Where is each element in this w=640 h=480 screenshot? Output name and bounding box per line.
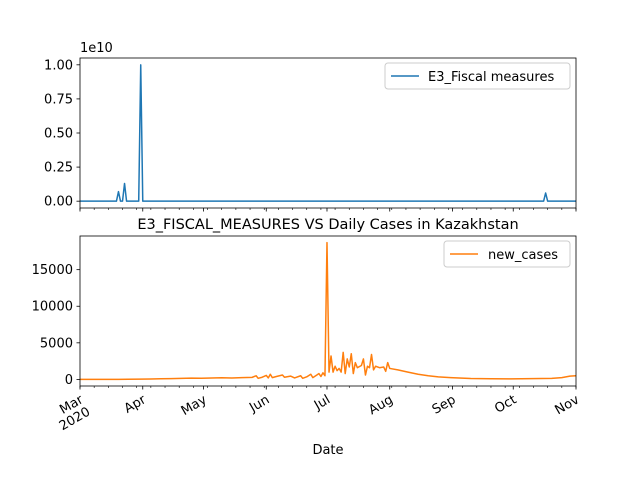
legend-label-e3-fiscal-measures: E3_Fiscal measures — [428, 70, 554, 85]
y-tick-label: 5000 — [40, 336, 73, 351]
x-axis-label: Date — [312, 443, 343, 458]
legend-frame — [384, 62, 571, 90]
top-plot-y-ticks: 0.00 0.25 0.50 0.75 1.00 — [44, 58, 80, 210]
y-tick-label: 0.25 — [44, 161, 73, 176]
y-tick-label: 10000 — [32, 300, 73, 315]
top-legend: E3_Fiscal measures — [384, 62, 571, 90]
legend-frame — [443, 240, 571, 268]
x-tick-label: Jul — [311, 392, 333, 413]
y-tick-label: 0 — [65, 373, 73, 388]
top-plot: 0.00 0.25 0.50 0.75 1.00 1e10 E3_Fiscal meas… — [44, 41, 577, 212]
bottom-plot-y-ticks: 0 5000 10000 15000 — [32, 263, 80, 388]
chart-title: E3_FISCAL_MEASURES VS Daily Cases in Kaz… — [137, 217, 518, 233]
legend-label-new-cases: new_cases — [488, 248, 558, 263]
y-tick-label: 0.00 — [44, 195, 73, 210]
y-tick-label: 1.00 — [44, 58, 73, 73]
y-offset-label: 1e10 — [80, 41, 113, 56]
bottom-legend: new_cases — [443, 240, 571, 268]
top-plot-frame — [79, 57, 577, 209]
bottom-plot-frame — [79, 235, 577, 387]
bottom-plot: E3_FISCAL_MEASURES VS Daily Cases in Kaz… — [32, 217, 583, 458]
series-line-e3-fiscal-measures — [80, 64, 576, 202]
y-tick-label: 0.75 — [44, 92, 73, 107]
series-line-new-cases — [79, 241, 577, 381]
y-tick-label: 15000 — [32, 263, 73, 278]
y-tick-label: 0.50 — [44, 127, 73, 142]
